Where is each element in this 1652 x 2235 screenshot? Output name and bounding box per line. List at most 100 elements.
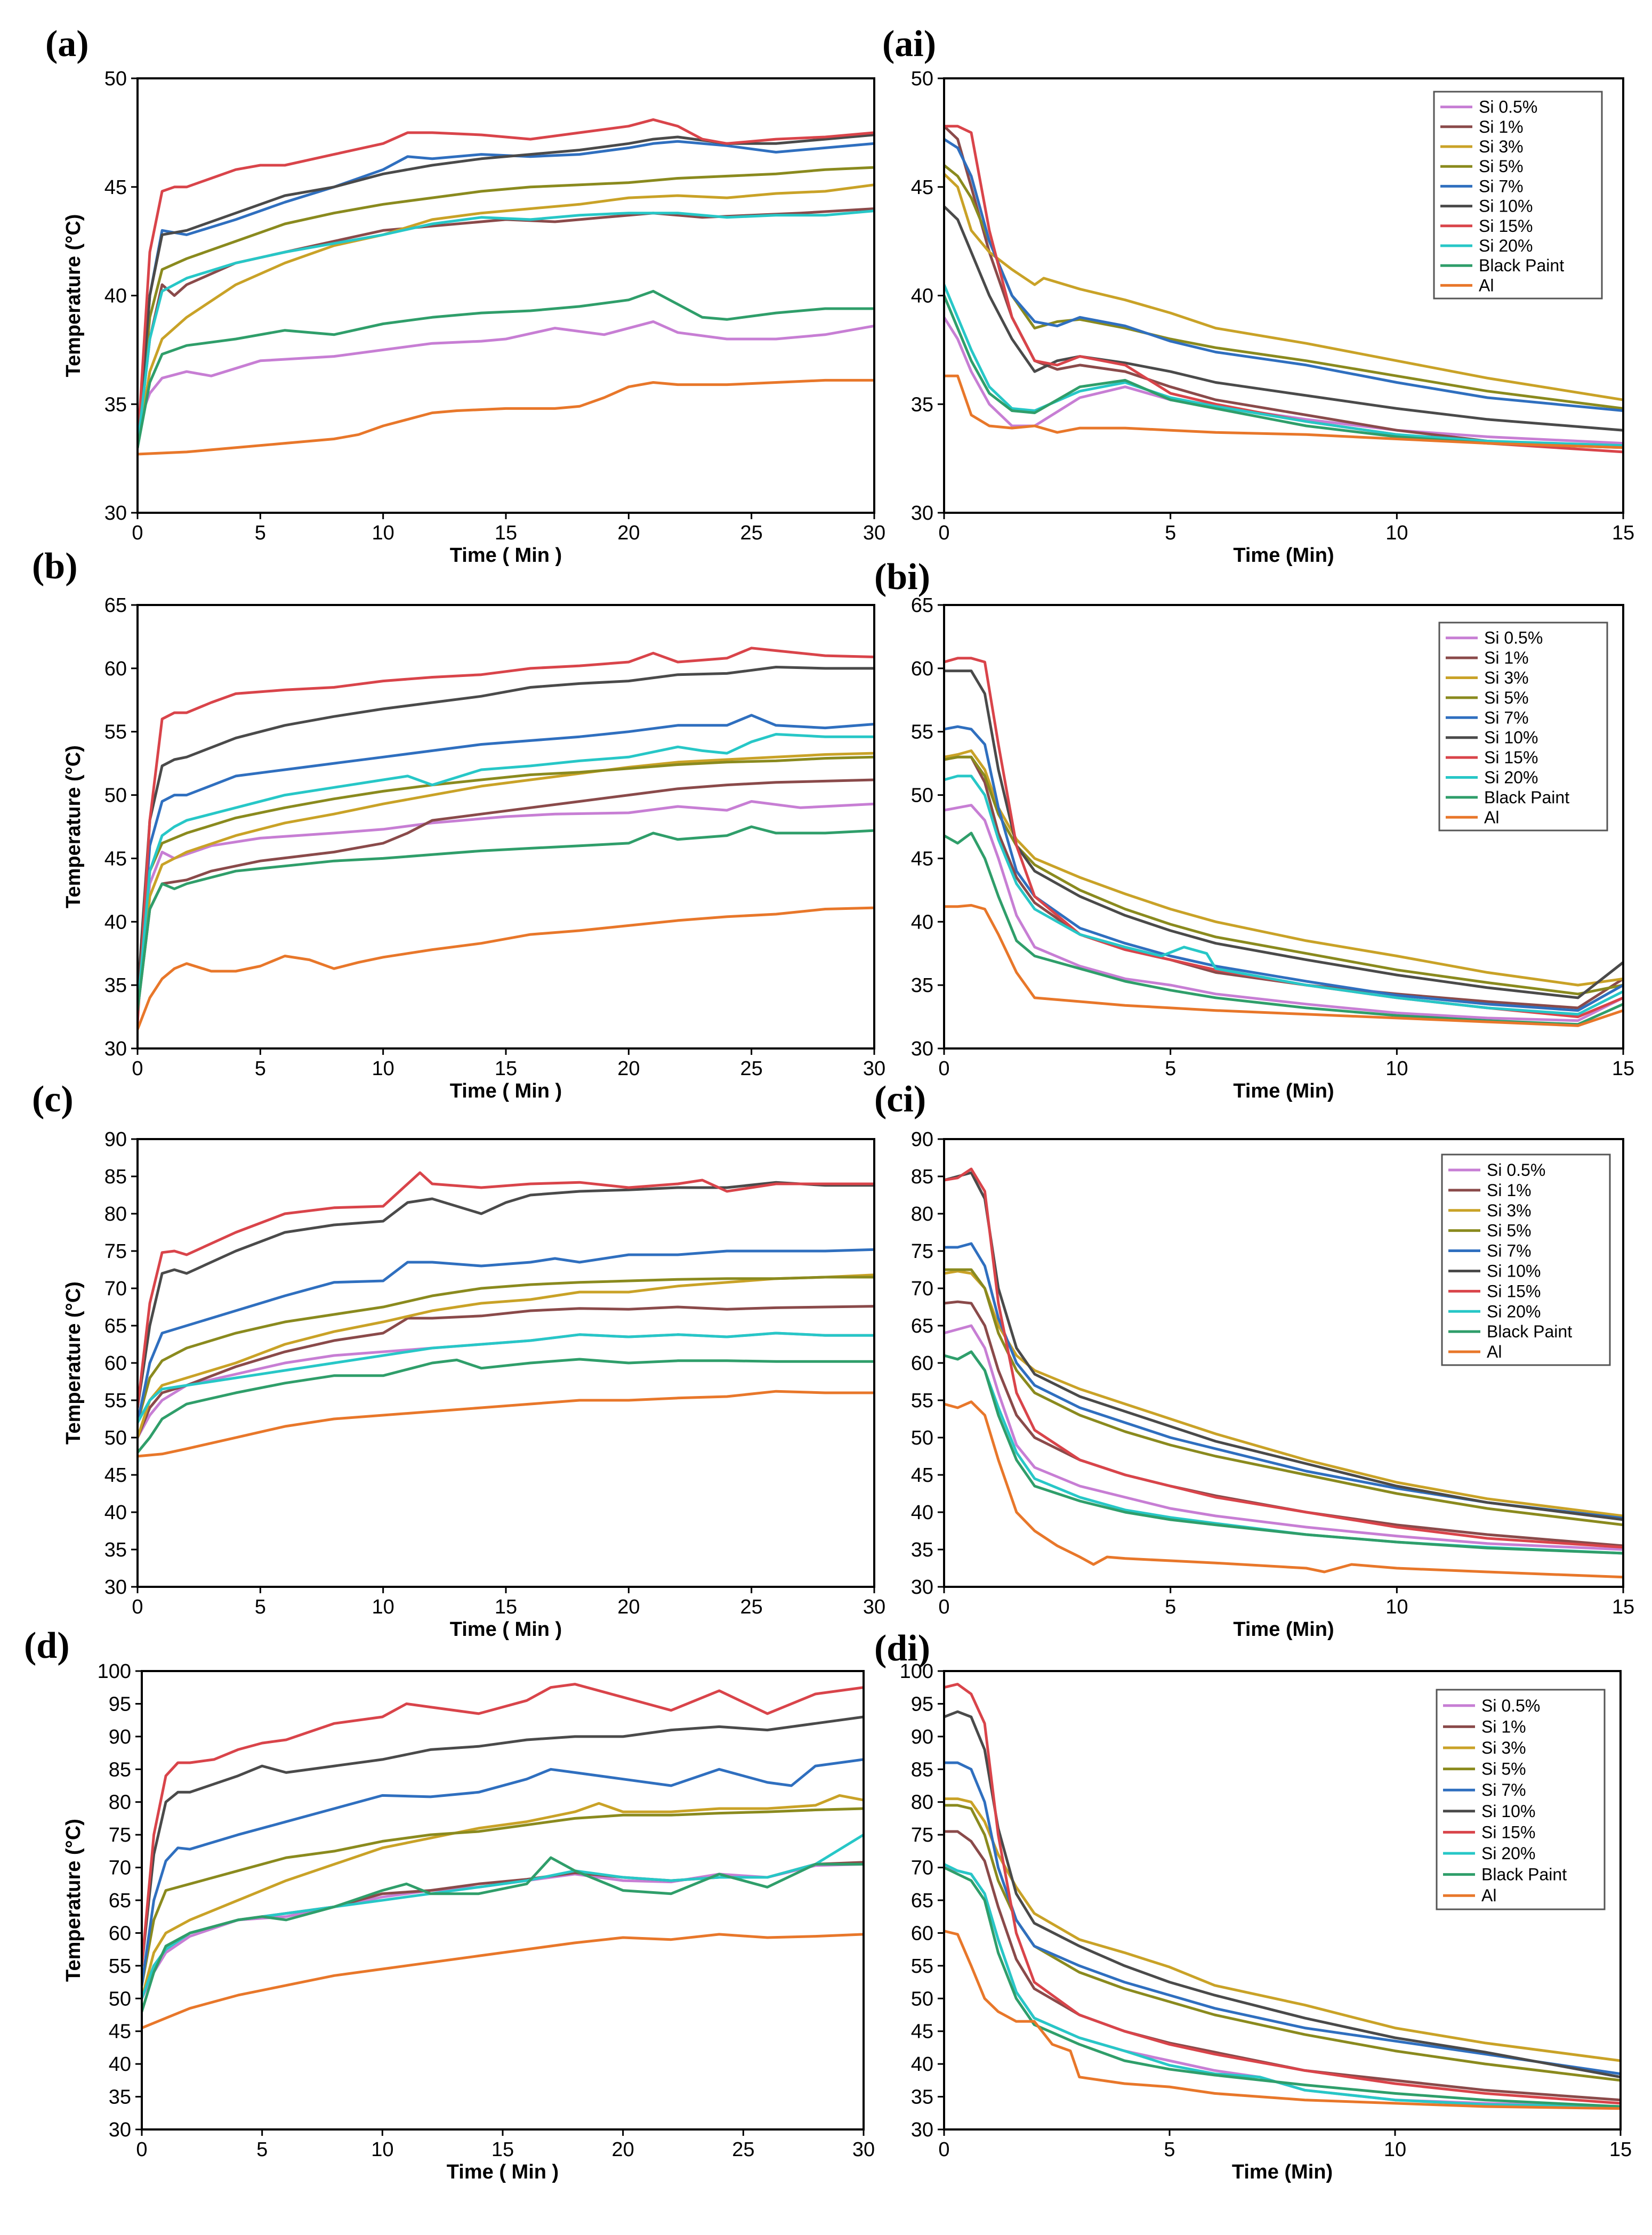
series-line-si-0-5 <box>944 804 1623 1022</box>
y-tick-label: 50 <box>911 785 933 807</box>
y-tick-label: 45 <box>911 1464 933 1487</box>
y-tick-label: 65 <box>911 1890 933 1912</box>
legend-label-si-0-5: Si 0.5% <box>1487 1160 1545 1180</box>
legend-label-si-5: Si 5% <box>1479 157 1524 176</box>
panel-label: (c) <box>32 1079 74 1120</box>
series-line-si-0-5 <box>138 800 874 1012</box>
panel-label: (a) <box>45 23 89 64</box>
series-line-si-3 <box>944 1270 1623 1518</box>
y-tick-label: 45 <box>104 176 127 199</box>
y-tick-label: 45 <box>911 2021 933 2043</box>
x-tick-label: 5 <box>1164 2139 1175 2161</box>
y-tick-label: 60 <box>104 1352 127 1375</box>
series-line-al <box>138 378 874 456</box>
legend: Si 0.5%Si 1%Si 3%Si 5%Si 7%Si 10%Si 15%S… <box>1433 91 1603 300</box>
y-tick-label: 50 <box>104 1427 127 1449</box>
series-line-si-7 <box>944 1242 1623 1520</box>
series-line-si-5 <box>944 755 1623 996</box>
series-line-si-3 <box>138 1273 874 1439</box>
legend-label-si-3: Si 3% <box>1484 668 1529 688</box>
plot-frame <box>943 604 1624 1050</box>
panel-label: (ai) <box>882 23 936 64</box>
y-axis-title: Temperature (°C) <box>62 214 85 377</box>
series-group <box>944 1683 1621 2110</box>
y-tick-label: 55 <box>109 1955 131 1978</box>
x-tick-label: 0 <box>132 1596 143 1618</box>
panel-label: (di) <box>874 1628 930 1669</box>
series-line-si-10 <box>138 666 874 999</box>
y-tick-label: 90 <box>911 1128 933 1151</box>
x-axis-title: Time ( Min ) <box>447 2161 559 2183</box>
legend-label-si-1: Si 1% <box>1484 648 1529 667</box>
y-tick-label: 90 <box>104 1128 127 1151</box>
legend-label-si-3: Si 3% <box>1479 137 1524 156</box>
panel-b: (b) 0 5 10 15 20 25 30 30 35 40 45 50 55 60 65 Time ( Mi… <box>32 546 885 1102</box>
panel-c: (c) 0 5 10 15 20 25 30 30 35 40 45 50 55 60 65 70 75 80 85 9… <box>32 1079 885 1641</box>
legend-label-si-0-5: Si 0.5% <box>1484 628 1543 648</box>
series-line-black-paint <box>138 1358 874 1454</box>
y-tick-label: 65 <box>104 594 127 617</box>
y-tick-label: 55 <box>911 1390 933 1412</box>
y-tick-label: 40 <box>911 1502 933 1524</box>
x-axis-title: Time (Min) <box>1233 1618 1334 1641</box>
panel-a: (a) 0 5 10 15 20 25 30 30 35 40 45 50 Time ( Min ) Tem… <box>45 23 885 567</box>
y-tick-label: 35 <box>109 2086 131 2109</box>
series-line-si-15 <box>138 647 874 1024</box>
legend-label-si-5: Si 5% <box>1484 688 1529 707</box>
legend: Si 0.5%Si 1%Si 3%Si 5%Si 7%Si 10%Si 15%S… <box>1438 622 1608 832</box>
x-tick-label: 20 <box>612 2139 634 2161</box>
x-tick-label: 15 <box>495 1058 517 1080</box>
series-line-si-3 <box>944 1797 1621 2062</box>
legend-label-si-3: Si 3% <box>1481 1738 1526 1757</box>
series-line-black-paint <box>944 294 1623 449</box>
y-tick-label: 70 <box>911 1278 933 1300</box>
y-tick-label: 35 <box>104 1539 127 1561</box>
series-line-black-paint <box>138 825 874 1012</box>
y-tick-label: 95 <box>911 1693 933 1715</box>
legend-label-al: Al <box>1479 276 1494 295</box>
legend-label-si-7: Si 7% <box>1481 1780 1526 1800</box>
x-tick-label: 10 <box>372 1596 394 1618</box>
y-tick-label: 45 <box>104 848 127 870</box>
series-line-si-3 <box>944 172 1623 401</box>
y-tick-label: 60 <box>109 1922 131 1944</box>
x-tick-label: 30 <box>863 1596 885 1618</box>
series-line-black-paint <box>138 289 874 449</box>
y-tick-label: 80 <box>104 1203 127 1225</box>
y-tick-label: 60 <box>911 1352 933 1375</box>
x-axis-title: Time ( Min ) <box>450 1618 562 1641</box>
legend-label-si-20: Si 20% <box>1481 1844 1535 1863</box>
series-line-al <box>944 903 1623 1027</box>
x-tick-label: 20 <box>617 522 640 544</box>
x-tick-label: 5 <box>255 1596 266 1618</box>
series-line-si-3 <box>142 1794 864 2000</box>
panel-bi: (bi) 0 5 10 15 30 35 40 45 50 55 60 65 Time (Min) Si 0… <box>874 556 1634 1102</box>
panel-label: (b) <box>32 546 78 587</box>
y-tick-label: 50 <box>104 68 127 90</box>
series-group <box>138 647 874 1031</box>
y-tick-label: 60 <box>911 658 933 680</box>
panel-label: (d) <box>24 1625 70 1666</box>
y-tick-label: 75 <box>911 1824 933 1846</box>
y-tick-label: 80 <box>109 1792 131 1814</box>
legend-label-si-15: Si 15% <box>1481 1822 1535 1842</box>
x-tick-label: 25 <box>740 522 763 544</box>
series-line-si-20 <box>944 1862 1621 2108</box>
series-line-si-7 <box>944 1761 1621 2076</box>
y-tick-label: 50 <box>911 1988 933 2010</box>
legend-label-si-10: Si 10% <box>1479 197 1533 216</box>
series-line-si-0-5 <box>944 316 1623 445</box>
x-tick-label: 10 <box>1385 1058 1408 1080</box>
series-line-si-7 <box>142 1758 864 1987</box>
x-tick-label: 0 <box>938 1596 949 1618</box>
x-tick-label: 20 <box>617 1058 640 1080</box>
x-tick-label: 30 <box>852 2139 875 2161</box>
legend-label-black-paint: Black Paint <box>1487 1322 1572 1341</box>
y-tick-label: 95 <box>109 1693 131 1715</box>
x-tick-label: 10 <box>372 522 394 544</box>
y-tick-label: 45 <box>104 1464 127 1487</box>
series-line-black-paint <box>944 1350 1623 1555</box>
y-tick-label: 85 <box>104 1166 127 1188</box>
series-line-black-paint <box>944 1866 1621 2108</box>
series-line-si-5 <box>944 1804 1621 2082</box>
